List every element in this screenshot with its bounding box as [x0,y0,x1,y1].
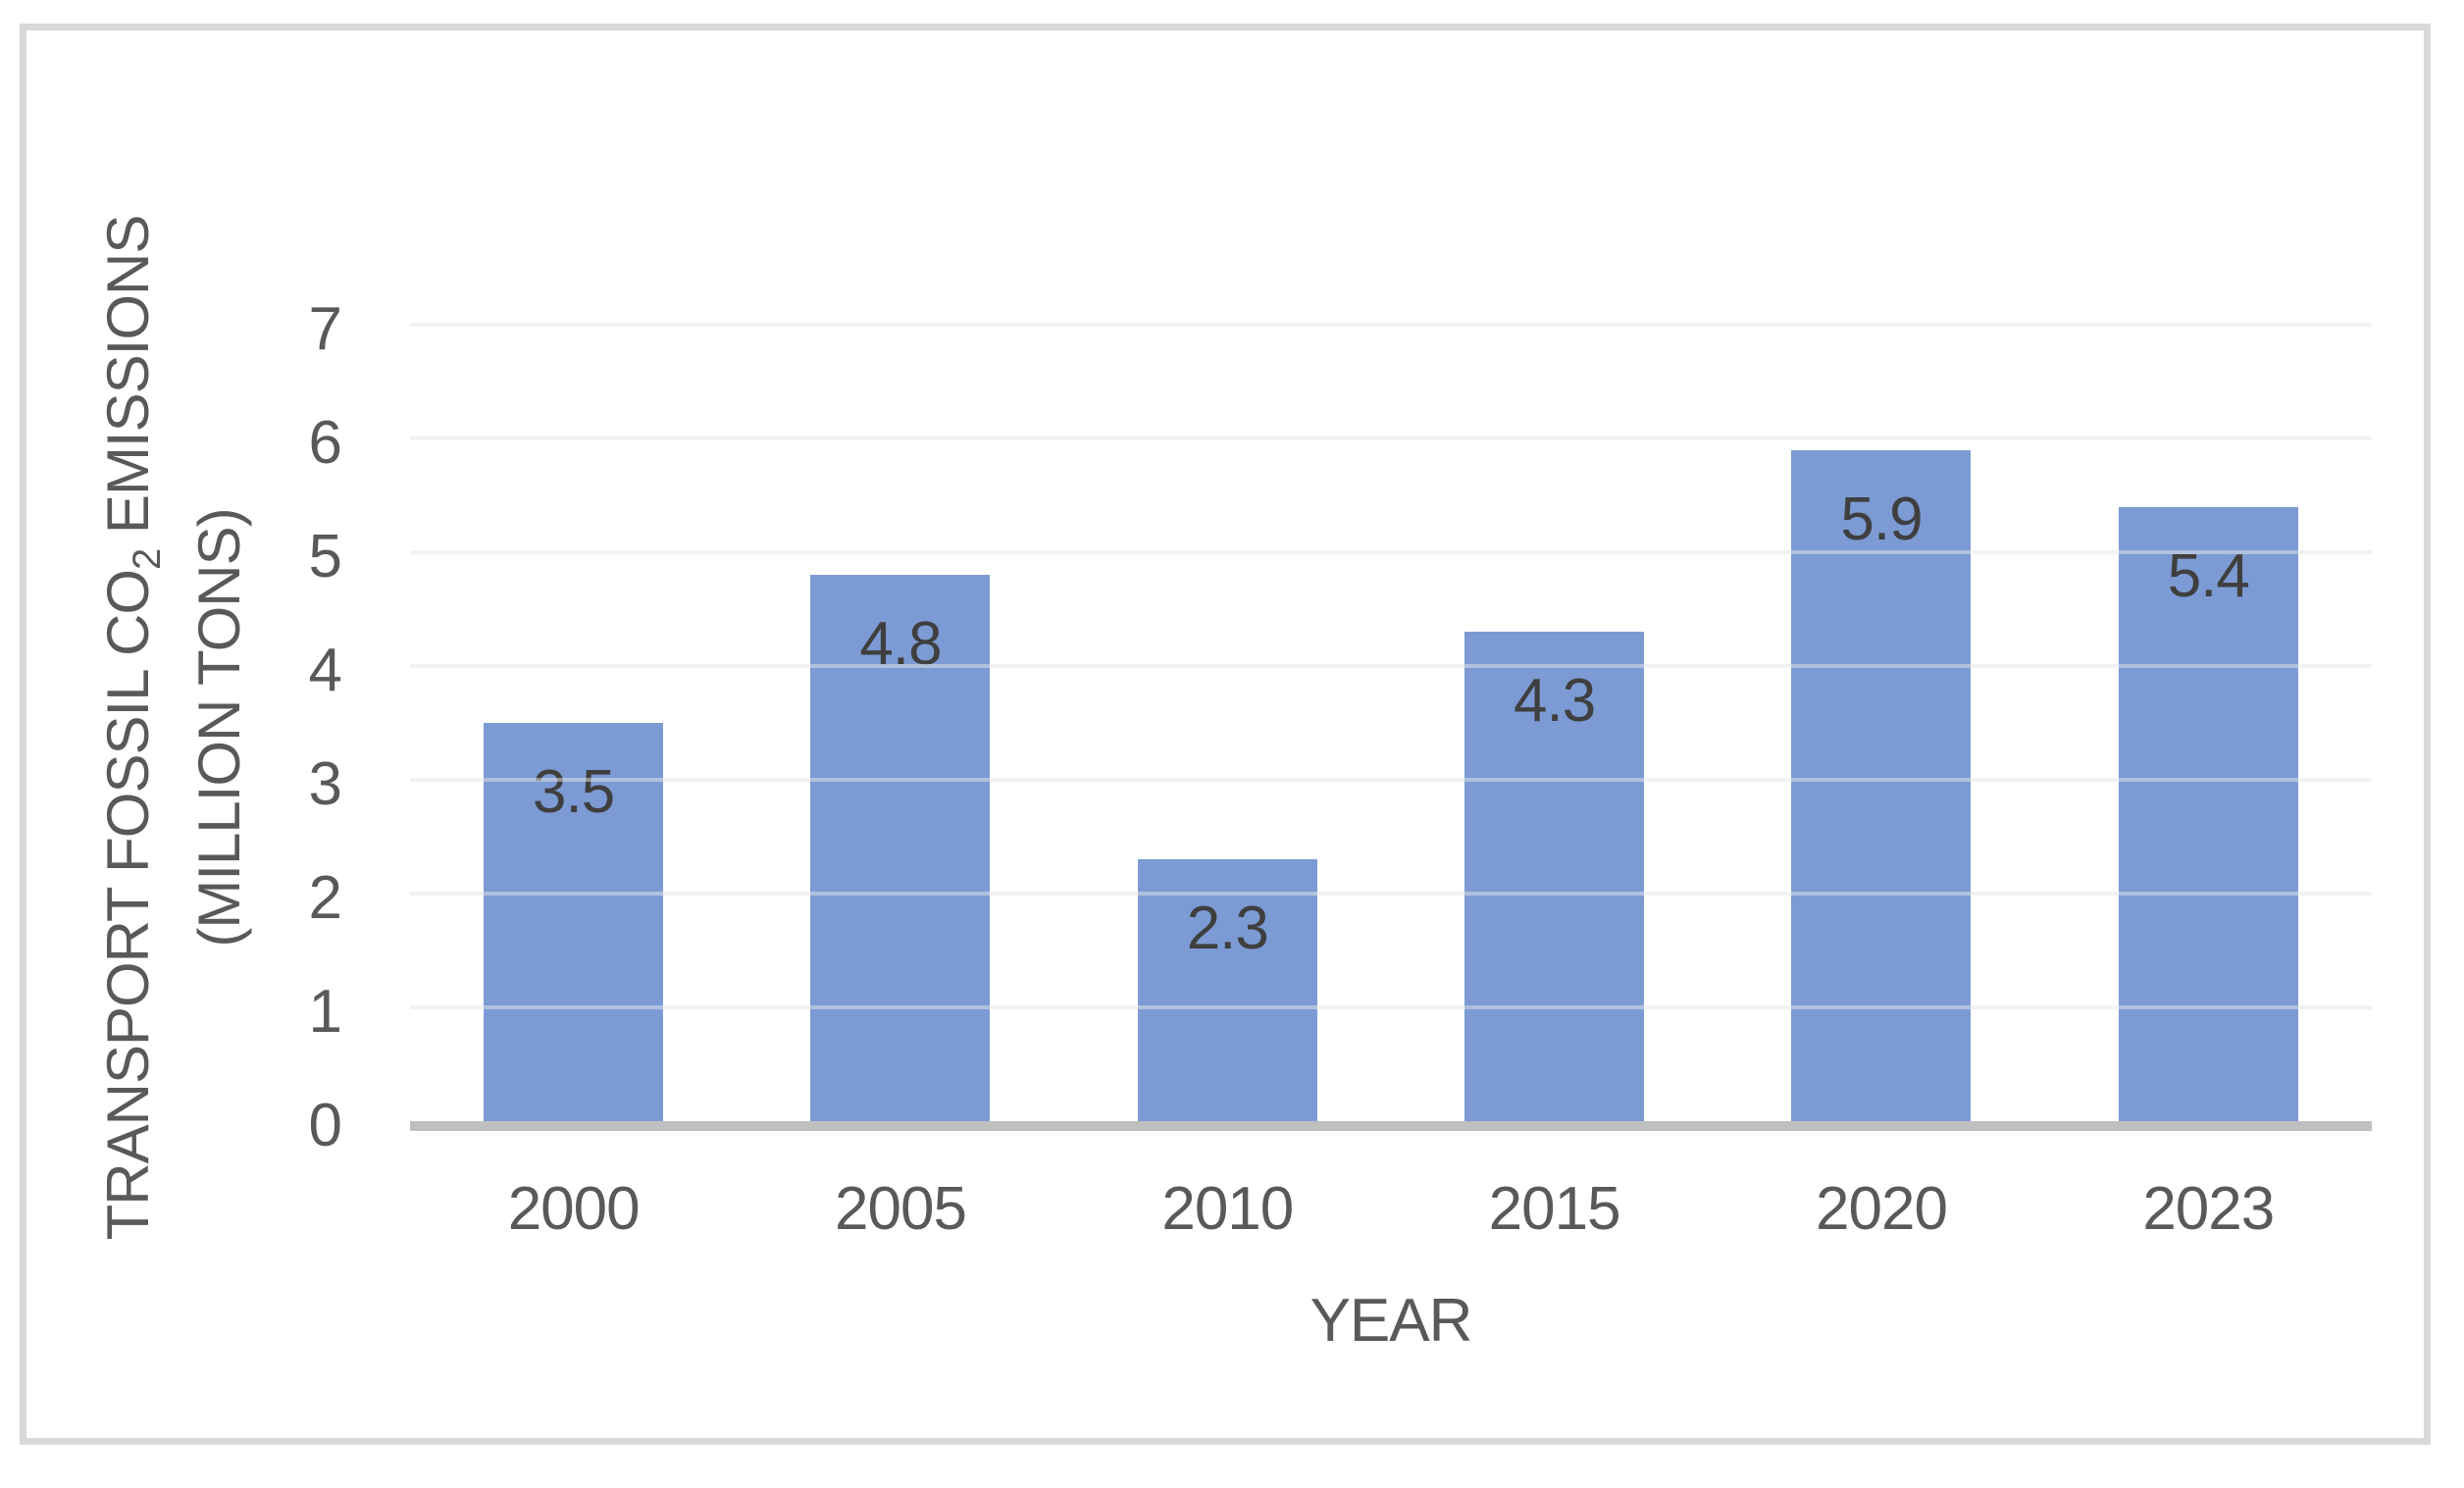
plot-area: 3.5 4.8 2.3 4.3 5.9 5.4 [410,323,2372,1131]
x-axis-tick-label: 2005 [835,1175,967,1243]
bar-2015[interactable]: 4.3 [1464,632,1645,1121]
x-axis-tick-label: 2023 [2142,1175,2275,1243]
y-axis-tick-labels: 0 1 2 3 4 5 6 7 [243,0,342,1488]
bar-slot: 3.5 [410,330,737,1121]
y-axis-tick-label: 2 [308,864,342,932]
bar-value-label: 3.5 [533,758,615,826]
x-axis-tick-label: 2020 [1816,1175,1948,1243]
x-axis-tick-labels: 2000 2005 2010 2015 2020 2023 [410,1179,2372,1240]
gridline [410,550,2372,554]
bar-slot: 4.8 [737,330,1063,1121]
x-axis-line [410,1121,2372,1131]
x-axis-tick-label: 2000 [507,1175,641,1243]
bar-slot: 4.3 [1391,330,1718,1121]
y-axis-tick-label: 6 [308,409,342,477]
gridline [410,1005,2372,1009]
bar-value-label: 2.3 [1186,895,1269,963]
x-axis-tick-label: 2010 [1161,1175,1294,1243]
bar-value-label: 5.9 [1840,485,1923,553]
bar-2023[interactable]: 5.4 [2118,506,2298,1121]
y-axis-tick-label: 0 [308,1092,342,1159]
y-axis-tick-label: 5 [308,523,342,590]
bar-2005[interactable]: 4.8 [810,575,991,1121]
co2-subscript: 2 [126,548,169,570]
y-axis-tick-label: 4 [308,637,342,704]
x-axis-title: YEAR [1309,1287,1473,1355]
gridline [410,323,2372,327]
bar-value-label: 4.3 [1514,667,1596,736]
bar-value-label: 4.8 [859,610,942,679]
gridline [410,664,2372,668]
bar-slot: 2.3 [1064,330,1391,1121]
chart-border-frame [20,24,2431,1445]
y-axis-tick-label: 7 [308,295,342,363]
gridline [410,778,2372,782]
bar-2010[interactable]: 2.3 [1137,859,1317,1121]
y-axis-title: TRANSPORT FOSSIL CO2 EMISSIONS (MILLION … [86,0,263,1463]
x-axis-tick-label: 2015 [1488,1175,1621,1243]
y-axis-tick-label: 1 [308,978,342,1046]
bar-slot: 5.9 [1718,330,2044,1121]
gridline [410,436,2372,440]
bar-series: 3.5 4.8 2.3 4.3 5.9 5.4 [410,330,2372,1121]
bar-2000[interactable]: 3.5 [484,723,664,1121]
bar-value-label: 5.4 [2167,541,2250,610]
gridline [410,892,2372,896]
bar-slot: 5.4 [2045,330,2372,1121]
y-axis-tick-label: 3 [308,750,342,818]
y-axis-title-line1: TRANSPORT FOSSIL CO2 EMISSIONS [95,215,169,1241]
